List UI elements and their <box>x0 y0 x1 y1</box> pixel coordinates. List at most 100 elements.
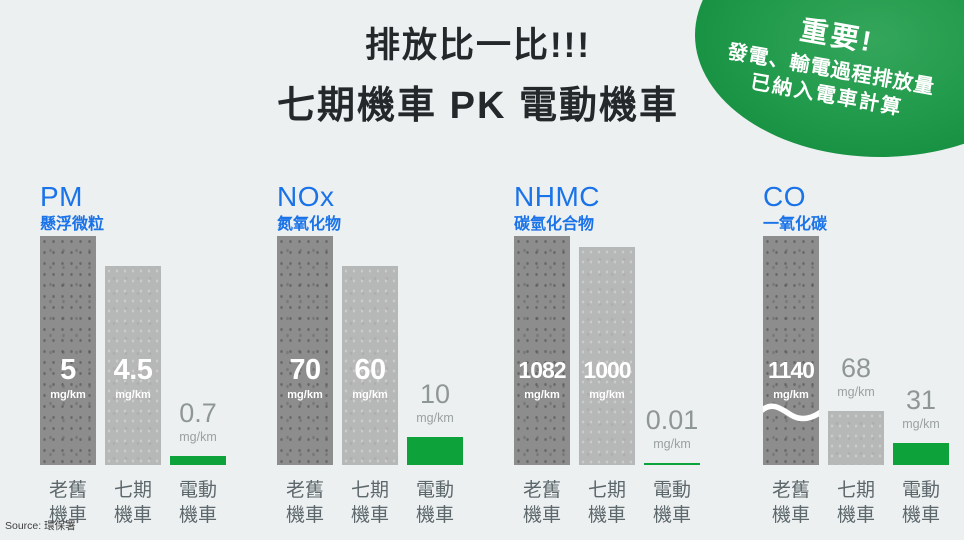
value: 10 <box>419 379 451 409</box>
unit: mg/km <box>115 389 151 401</box>
category-line1: 七期 <box>587 480 626 501</box>
unit: mg/km <box>902 417 940 431</box>
bar-electric-motorcycle: 0.7 mg/km <box>170 399 226 465</box>
category-labels: 老舊 機車 七期 機車 電動 機車 <box>514 478 700 528</box>
category-label-gen7-motorcycle: 七期 機車 <box>579 478 635 528</box>
category-label-old-motorcycle: 老舊 機車 <box>763 478 819 528</box>
chart-group-nox: NOx 氮氧化物 70 mg/km 60 mg/km 10 mg/km 老舊 機車 七期 機車 電動 機車 <box>277 182 463 532</box>
category-label-gen7-motorcycle: 七期 機車 <box>342 478 398 528</box>
unit: mg/km <box>416 411 454 425</box>
category-line2: 機車 <box>901 505 940 526</box>
value-label: 1140 mg/km <box>745 355 837 401</box>
category-line1: 老舊 <box>285 480 324 501</box>
category-line1: 電動 <box>901 480 940 501</box>
value: 60 <box>354 354 386 386</box>
bars: 1140 mg/km 68 mg/km 31 mg/km <box>763 182 949 465</box>
category-line1: 老舊 <box>522 480 561 501</box>
group-title: CO <box>763 181 806 212</box>
category-label-old-motorcycle: 老舊 機車 <box>514 478 570 528</box>
unit: mg/km <box>773 389 809 401</box>
category-line2: 機車 <box>178 505 217 526</box>
bar-old-motorcycle: 5 mg/km <box>40 236 96 465</box>
category-line2: 機車 <box>48 505 87 526</box>
value-label: 0.01 mg/km <box>626 405 718 452</box>
group-subtitle: 一氧化碳 <box>763 216 828 233</box>
page-title-line2: 七期機車 PK 電動機車 <box>277 85 679 127</box>
category-line1: 電動 <box>415 480 454 501</box>
category-label-old-motorcycle: 老舊 機車 <box>277 478 333 528</box>
bars: 70 mg/km 60 mg/km 10 mg/km <box>277 182 463 465</box>
source-note: Source: 環保署 <box>5 520 76 532</box>
value: 1140 <box>768 357 815 383</box>
group-title: NHMC <box>514 181 600 212</box>
group-subtitle: 氮氧化物 <box>277 216 342 233</box>
value: 1082 <box>518 357 566 383</box>
value-label: 5 mg/km <box>22 355 114 401</box>
group-title: PM <box>40 181 83 212</box>
value: 0.7 <box>179 398 217 428</box>
category-line1: 電動 <box>652 480 691 501</box>
value: 5 <box>60 354 76 386</box>
category-line1: 電動 <box>178 480 217 501</box>
value-label: 1000 mg/km <box>561 355 653 401</box>
group-subtitle: 懸浮微粒 <box>40 216 105 233</box>
bars: 5 mg/km 4.5 mg/km 0.7 mg/km <box>40 182 226 465</box>
value-label: 4.5 mg/km <box>87 355 179 401</box>
unit: mg/km <box>179 430 217 444</box>
chart-group-co: CO 一氧化碳 1140 mg/km 68 mg/km 31 mg/km 老舊 機車 七期 機車 電動機… <box>763 182 949 532</box>
value: 0.01 <box>645 405 699 435</box>
category-line2: 機車 <box>113 505 152 526</box>
bar-gen7-motorcycle: 68 mg/km <box>828 354 884 465</box>
category-line2: 機車 <box>587 505 626 526</box>
value: 1000 <box>583 357 631 383</box>
category-label-electric-motorcycle: 電動 機車 <box>893 478 949 528</box>
unit: mg/km <box>653 437 691 451</box>
category-label-gen7-motorcycle: 七期 機車 <box>105 478 161 528</box>
category-label-electric-motorcycle: 電動 機車 <box>644 478 700 528</box>
bar-electric-motorcycle: 10 mg/km <box>407 380 463 465</box>
page-title: 排放比一比!!! 七期機車 PK 電動機車 <box>150 26 806 127</box>
category-line2: 機車 <box>771 505 810 526</box>
bar-electric-motorcycle: 31 mg/km <box>893 386 949 465</box>
axis-break-wave <box>763 403 819 422</box>
page-title-line1: 排放比一比!!! <box>365 26 591 65</box>
category-line2: 機車 <box>285 505 324 526</box>
bar-old-motorcycle: 1140 mg/km <box>763 236 819 465</box>
group-title: NOx <box>277 181 335 212</box>
category-line1: 七期 <box>113 480 152 501</box>
chart-group-nhmc: NHMC 碳氫化合物 1082 mg/km 1000 mg/km 0.01 mg/km 老舊 機車… <box>514 182 700 532</box>
unit: mg/km <box>50 389 86 401</box>
value-label: 1082 mg/km <box>496 355 588 401</box>
value-label: 10 mg/km <box>389 379 481 426</box>
category-line1: 七期 <box>836 480 875 501</box>
bar-electric-motorcycle: 0.01 mg/km <box>644 406 700 465</box>
value: 68 <box>840 353 872 383</box>
unit: mg/km <box>287 389 323 401</box>
category-line2: 機車 <box>652 505 691 526</box>
unit: mg/km <box>352 389 388 401</box>
bar-old-motorcycle: 70 mg/km <box>277 236 333 465</box>
category-labels: 老舊 機車 七期 機車 電動 機車 <box>277 478 463 528</box>
category-label-electric-motorcycle: 電動 機車 <box>170 478 226 528</box>
unit: mg/km <box>524 389 560 401</box>
category-line2: 機車 <box>522 505 561 526</box>
category-labels: 老舊 機車 七期 機車 電動 機車 <box>40 478 226 528</box>
bar-gen7-motorcycle: 60 mg/km <box>342 266 398 465</box>
category-line1: 七期 <box>350 480 389 501</box>
category-labels: 老舊 機車 七期 機車 電動 機車 <box>763 478 949 528</box>
value: 70 <box>289 354 321 386</box>
bar-old-motorcycle: 1082 mg/km <box>514 236 570 465</box>
category-label-electric-motorcycle: 電動 機車 <box>407 478 463 528</box>
value-label: 60 mg/km <box>324 355 416 401</box>
category-label-gen7-motorcycle: 七期 機車 <box>828 478 884 528</box>
bars: 1082 mg/km 1000 mg/km 0.01 mg/km <box>514 182 700 465</box>
value-label: 68 mg/km <box>810 353 902 400</box>
category-line1: 老舊 <box>48 480 87 501</box>
value: 4.5 <box>113 354 153 386</box>
value-label: 31 mg/km <box>875 386 964 432</box>
chart-group-pm: PM 懸浮微粒 5 mg/km 4.5 mg/km 0.7 mg/km 老舊 機車 七期 機車 電動 機車 <box>40 182 226 532</box>
bar-gen7-motorcycle: 4.5 mg/km <box>105 266 161 465</box>
bar-gen7-motorcycle: 1000 mg/km <box>579 247 635 465</box>
category-line1: 老舊 <box>771 480 810 501</box>
